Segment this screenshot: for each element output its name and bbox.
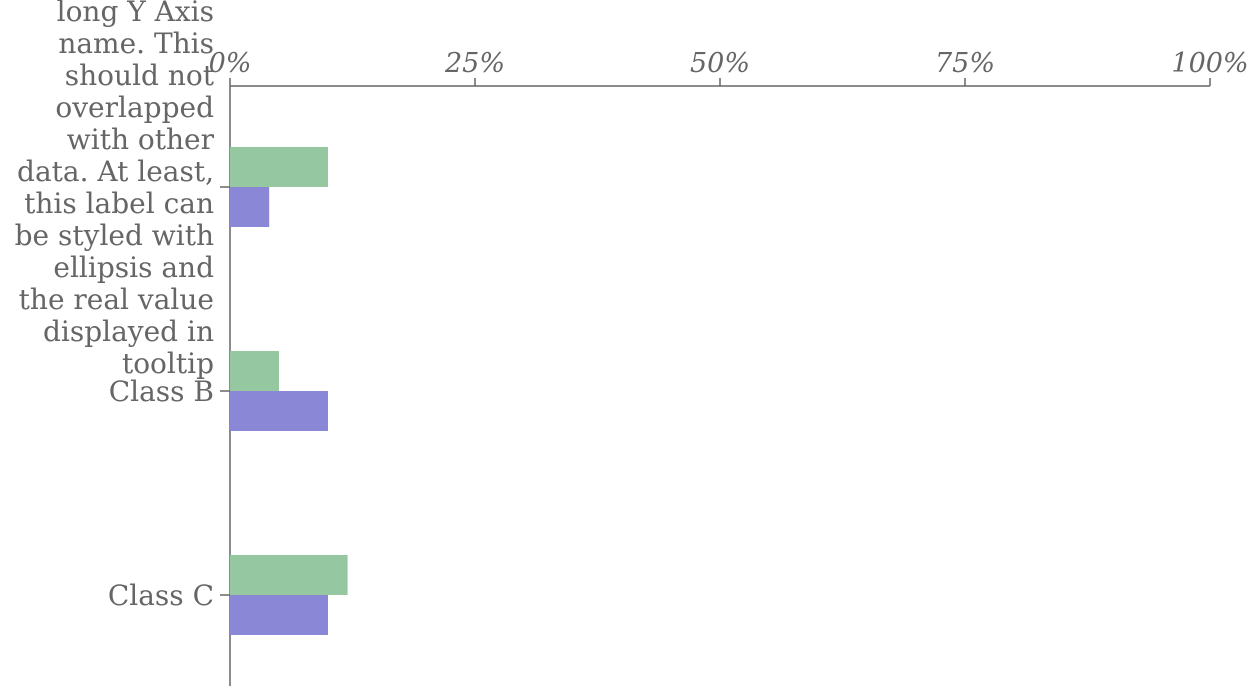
x-tick-label: 25% <box>444 48 505 79</box>
bar-series-1[interactable] <box>230 147 328 187</box>
y-category-label: long Y Axis name. This should not overlappe… <box>15 0 215 380</box>
bars-group <box>230 147 348 635</box>
bar-series-2[interactable] <box>230 391 328 431</box>
y-category-label: Class B <box>109 375 214 408</box>
x-tick-label: 0% <box>209 48 252 79</box>
x-tick-label: 75% <box>935 48 995 79</box>
bar-series-2[interactable] <box>230 595 328 635</box>
x-tick-label: 100% <box>1171 48 1248 79</box>
y-category-label: Class C <box>108 579 214 612</box>
x-tick-label: 50% <box>690 48 750 79</box>
bar-series-1[interactable] <box>230 351 279 391</box>
bar-series-2[interactable] <box>230 187 270 227</box>
y-axis: long Y Axis name. This should not overlappe… <box>15 0 231 686</box>
bar-series-1[interactable] <box>230 555 348 595</box>
x-axis: 0% 25% 50% 75% 100% <box>209 48 1248 87</box>
